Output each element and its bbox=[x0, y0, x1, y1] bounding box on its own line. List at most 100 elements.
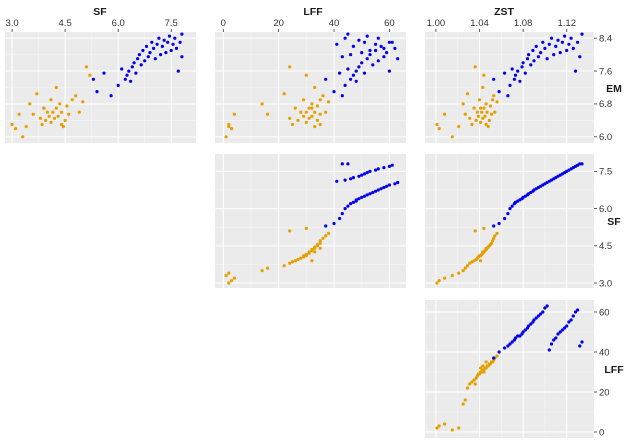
data-point bbox=[495, 354, 499, 358]
data-point bbox=[139, 63, 143, 67]
data-point bbox=[379, 44, 383, 49]
data-point bbox=[343, 83, 347, 87]
data-point bbox=[482, 370, 486, 374]
data-point bbox=[266, 266, 270, 270]
data-point bbox=[150, 40, 154, 44]
data-point bbox=[77, 110, 81, 114]
data-point bbox=[65, 104, 69, 108]
data-point bbox=[518, 334, 522, 338]
data-point bbox=[497, 350, 501, 354]
column-label-zst: ZST bbox=[494, 6, 514, 18]
data-point bbox=[302, 98, 306, 102]
data-point bbox=[49, 98, 53, 102]
data-point bbox=[346, 32, 350, 36]
data-point bbox=[227, 281, 231, 285]
data-point bbox=[480, 110, 484, 114]
panel-zst-vs-em: 1.00 1.04 1.08 1.12 6.0 6.8 7.6 8.4 bbox=[425, 18, 612, 143]
data-point bbox=[324, 77, 328, 81]
data-point bbox=[63, 118, 67, 122]
data-point bbox=[393, 182, 397, 186]
data-point bbox=[60, 122, 64, 127]
data-point bbox=[481, 85, 485, 90]
data-point bbox=[74, 94, 78, 98]
data-point bbox=[129, 79, 133, 83]
data-point bbox=[368, 192, 372, 196]
data-point bbox=[360, 61, 364, 65]
data-point bbox=[52, 116, 57, 120]
panel-zst-vs-sf: 3.0 4.5 6.0 7.5 bbox=[425, 154, 612, 289]
data-point bbox=[523, 328, 527, 332]
data-point bbox=[354, 198, 358, 202]
data-point bbox=[573, 310, 578, 314]
data-point bbox=[324, 224, 328, 228]
data-point bbox=[457, 125, 461, 129]
data-point bbox=[510, 67, 514, 71]
data-point bbox=[318, 246, 322, 250]
panel-background bbox=[425, 300, 594, 438]
data-point bbox=[485, 110, 489, 114]
data-point bbox=[315, 104, 319, 108]
data-point bbox=[349, 53, 353, 57]
data-point bbox=[556, 332, 560, 336]
data-point bbox=[520, 65, 524, 69]
data-point bbox=[547, 42, 551, 46]
data-point bbox=[102, 71, 106, 75]
data-point bbox=[365, 171, 369, 175]
data-point bbox=[354, 79, 358, 83]
data-point bbox=[302, 114, 306, 118]
data-point bbox=[343, 178, 347, 182]
data-point bbox=[162, 38, 166, 42]
data-point bbox=[340, 212, 344, 216]
data-point bbox=[390, 163, 394, 167]
data-point bbox=[536, 55, 541, 59]
data-point bbox=[396, 57, 400, 61]
data-point bbox=[134, 71, 138, 75]
data-point bbox=[450, 135, 454, 139]
data-point bbox=[477, 98, 482, 102]
data-point bbox=[304, 110, 308, 114]
data-point bbox=[180, 55, 184, 59]
data-point bbox=[288, 116, 292, 120]
data-point bbox=[484, 246, 488, 250]
panel-sf-vs-em: 3.0 4.5 6.0 7.5 bbox=[5, 18, 196, 143]
data-point bbox=[346, 162, 350, 166]
data-point bbox=[443, 422, 447, 426]
data-point bbox=[463, 398, 467, 402]
data-point bbox=[125, 73, 129, 77]
data-point bbox=[130, 65, 134, 69]
data-point bbox=[580, 340, 584, 344]
y-tick-label: 7.5 bbox=[599, 167, 612, 178]
data-point bbox=[503, 216, 507, 221]
data-point bbox=[516, 334, 520, 338]
data-point bbox=[346, 204, 350, 208]
data-point bbox=[560, 40, 565, 44]
x-tick-label: 60 bbox=[384, 18, 395, 29]
data-point bbox=[473, 229, 477, 233]
data-point bbox=[488, 104, 492, 108]
data-point bbox=[387, 183, 391, 187]
data-point bbox=[21, 135, 25, 139]
data-point bbox=[379, 187, 383, 191]
data-point bbox=[47, 114, 51, 118]
data-point bbox=[45, 110, 50, 114]
data-point bbox=[310, 106, 314, 110]
data-point bbox=[304, 226, 308, 230]
data-point bbox=[571, 46, 575, 51]
data-point bbox=[340, 94, 344, 98]
data-point bbox=[492, 94, 496, 98]
data-point bbox=[435, 426, 439, 430]
data-point bbox=[227, 125, 231, 129]
data-point bbox=[475, 110, 479, 114]
data-point bbox=[552, 338, 556, 342]
data-point bbox=[351, 44, 355, 49]
data-point bbox=[315, 118, 319, 122]
data-point bbox=[313, 110, 317, 114]
data-point bbox=[443, 112, 447, 116]
data-point bbox=[376, 59, 380, 63]
data-point bbox=[224, 274, 228, 278]
data-point bbox=[326, 231, 331, 235]
data-point bbox=[393, 46, 397, 51]
data-point bbox=[335, 179, 339, 183]
x-tick-label: 20 bbox=[273, 18, 284, 29]
data-point bbox=[437, 424, 441, 428]
